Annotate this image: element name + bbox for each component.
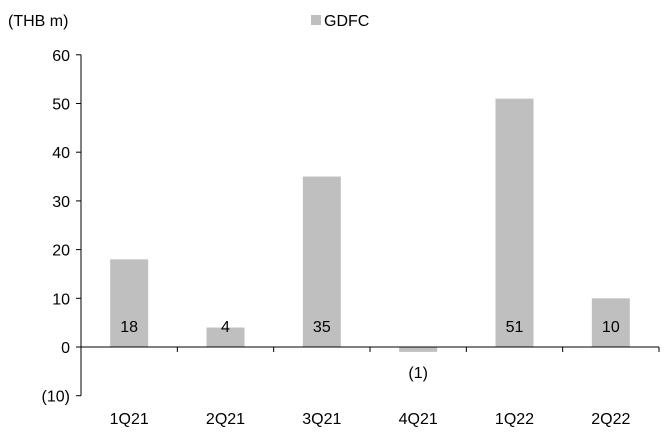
bars: 18 4 35 (1) 51 10 [110,98,630,382]
y-tick-label: 50 [52,97,70,114]
x-tick-label: 2Q21 [206,411,245,428]
data-label: 35 [313,319,331,336]
data-label: 4 [221,319,230,336]
legend-label-gdfc: GDFC [324,13,369,30]
data-label: (1) [408,365,428,382]
y-tick-label: 10 [52,291,70,308]
y-tick-label: 60 [52,48,70,65]
x-axis: 1Q21 2Q21 3Q21 4Q21 1Q22 2Q22 [81,346,660,428]
y-axis-unit-label: (THB m) [8,13,68,30]
legend: GDFC [311,13,369,30]
x-tick-label: 2Q22 [591,411,630,428]
bar-1q21 [110,259,149,347]
bar-2q21 [206,327,245,347]
data-label: 51 [506,319,524,336]
x-tick-label: 4Q21 [399,411,438,428]
y-tick-label: 0 [61,340,70,357]
y-tick-label: (10) [42,389,70,406]
y-tick-label: 40 [52,145,70,162]
x-tick-label: 1Q22 [495,411,534,428]
y-axis: 60 50 40 30 20 10 0 (10) [42,48,82,406]
y-tick-label: 30 [52,194,70,211]
bar-1q22 [495,98,534,347]
y-tick-label: 20 [52,243,70,260]
bar-3q21 [302,176,341,347]
data-label: 10 [602,319,620,336]
legend-swatch-gdfc [311,15,321,25]
bar-4q21 [399,347,438,352]
x-tick-label: 1Q21 [110,411,149,428]
bar-2q22 [591,298,630,347]
data-label: 18 [120,319,138,336]
x-tick-label: 3Q21 [302,411,341,428]
